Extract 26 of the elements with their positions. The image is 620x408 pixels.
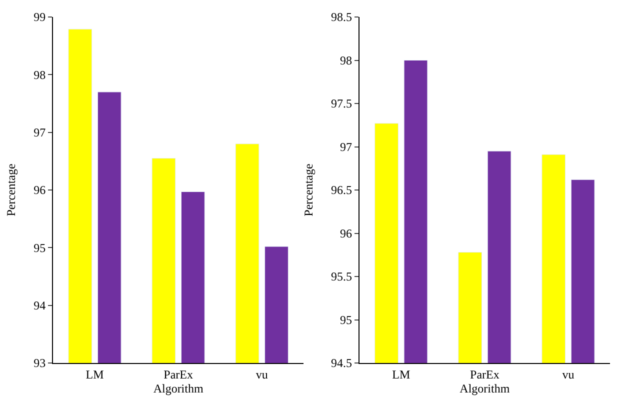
x-tick-label: ParEx: [164, 367, 193, 382]
y-tick-label: 98: [340, 53, 352, 68]
x-tick-label: LM: [86, 367, 104, 382]
y-tick-label: 97: [34, 126, 46, 140]
y-tick-label: 98: [34, 68, 46, 82]
x-axis-title: Algorithm: [460, 381, 510, 396]
y-axis-title: Percentage: [301, 164, 316, 216]
y-tick-label: 96.5: [330, 183, 352, 198]
y-tick-label: 96: [34, 183, 46, 198]
y-tick-label: 94: [34, 298, 46, 313]
y-tick-label: 94.5: [330, 356, 352, 370]
x-tick-label: LM: [392, 367, 410, 382]
x-tick-label: vu: [562, 367, 574, 382]
x-tick-label: vu: [256, 367, 268, 382]
x-axis-title: Algorithm: [153, 381, 204, 396]
y-tick-label: 97.5: [330, 96, 352, 111]
y-axis-title: Percentage: [4, 164, 18, 216]
y-tick-label: 93: [34, 356, 46, 370]
y-tick-label: 98.5: [330, 10, 352, 24]
y-tick-label: 95: [340, 312, 352, 327]
y-tick-label: 95: [34, 240, 46, 255]
y-tick-label: 95.5: [330, 270, 352, 284]
x-tick-label: ParEx: [470, 367, 500, 382]
y-tick-label: 96: [340, 226, 352, 240]
y-tick-label: 97: [340, 140, 352, 154]
y-tick-label: 99: [34, 10, 46, 24]
